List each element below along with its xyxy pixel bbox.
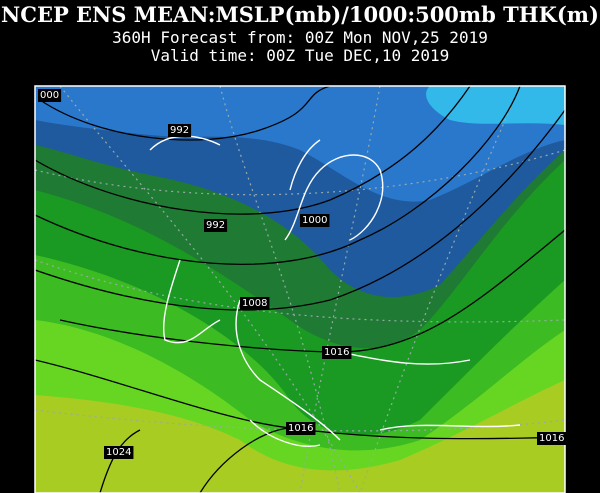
contour-label: 992 — [206, 220, 225, 231]
contour-label: 1000 — [302, 215, 327, 226]
label-box — [168, 124, 192, 137]
label-box — [300, 214, 330, 227]
map-frame — [34, 85, 566, 493]
contour-label: 1016 — [288, 423, 313, 434]
forecast-time: 360H Forecast from: 00Z Mon NOV,25 2019 — [112, 28, 488, 47]
valid-time: Valid time: 00Z Tue DEC,10 2019 — [151, 46, 450, 65]
label-box — [286, 422, 316, 435]
contour-label: 000 — [40, 90, 59, 101]
label-box — [104, 446, 134, 459]
contour-label: 1016 — [539, 433, 564, 444]
thickness-band — [35, 86, 565, 202]
map-area — [35, 86, 565, 493]
contour-label: 1016 — [324, 347, 349, 358]
label-box — [322, 346, 352, 359]
label-box — [38, 89, 62, 102]
label-box — [204, 219, 228, 232]
contour-label: 1024 — [106, 447, 131, 458]
contour-label: 992 — [170, 125, 189, 136]
thickness-band — [426, 86, 565, 125]
contour-label: 1008 — [242, 298, 267, 309]
label-box — [537, 432, 567, 445]
title: NCEP ENS MEAN:MSLP(mb)/1000:500mb THK(m) — [1, 2, 599, 27]
label-box — [240, 297, 270, 310]
